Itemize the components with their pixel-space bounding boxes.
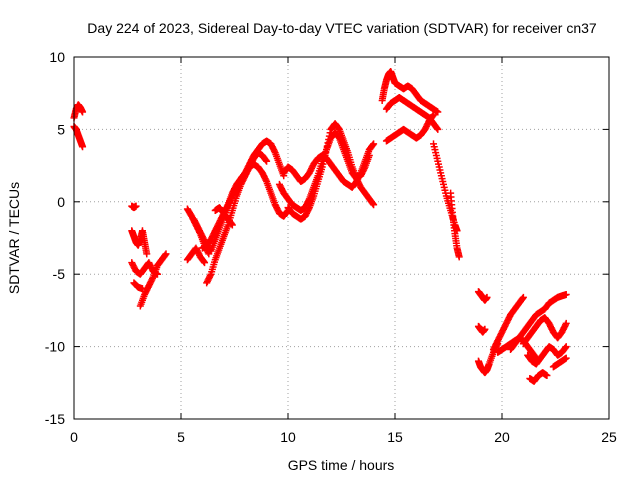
data-point-marker (519, 293, 527, 301)
series-trace-9 (183, 244, 209, 267)
series-trace-15 (280, 140, 378, 191)
data-point-marker (370, 201, 378, 209)
data-point-marker (79, 108, 87, 116)
y-tick-label: 10 (49, 49, 65, 65)
data-point-marker (562, 354, 570, 362)
data-point-marker (143, 250, 151, 258)
series-trace-31 (549, 354, 570, 371)
y-axis-label: SDTVAR / TECUs (6, 182, 22, 294)
data-points (70, 67, 570, 385)
chart-title: Day 224 of 2023, Sidereal Day-to-day VTE… (87, 20, 597, 36)
series-trace-18 (382, 94, 442, 133)
data-point-marker (562, 290, 570, 298)
x-axis-tick-labels: 0 5 10 15 20 25 (70, 429, 617, 445)
data-point-marker (79, 143, 87, 151)
x-tick-label: 10 (280, 429, 296, 445)
data-point-marker (228, 221, 236, 229)
data-point-marker (263, 157, 271, 165)
series-trace-3 (128, 202, 140, 212)
series-trace-22 (474, 288, 491, 304)
x-tick-label: 5 (177, 429, 185, 445)
data-point-marker (132, 202, 140, 210)
y-tick-label: -15 (45, 411, 65, 427)
data-point-marker (370, 140, 378, 148)
data-point-marker (201, 259, 209, 267)
x-tick-label: 25 (601, 429, 617, 445)
series-trace-4 (128, 227, 151, 258)
y-tick-label: 0 (57, 194, 65, 210)
series-trace-27 (507, 290, 570, 353)
y-axis-tick-labels: -15 -10 -5 0 5 10 (45, 49, 65, 427)
series-trace-13 (211, 204, 236, 229)
data-point-marker (434, 125, 442, 133)
series-trace-30 (526, 369, 551, 385)
series-trace-6 (130, 279, 146, 293)
x-axis-label: GPS time / hours (288, 457, 395, 473)
series-trace-16 (284, 120, 378, 223)
series-trace-29 (524, 343, 570, 368)
series-trace-17 (378, 67, 442, 116)
data-point-marker (481, 325, 489, 333)
series-trace-7 (136, 250, 170, 310)
series-trace-5 (128, 259, 161, 278)
series-trace-25 (489, 293, 527, 353)
x-tick-label: 15 (387, 429, 403, 445)
grid-lines (74, 57, 609, 419)
plot-frame (73, 56, 610, 420)
data-point-marker (162, 250, 170, 258)
series-trace-28 (519, 314, 570, 348)
data-point-marker (455, 253, 463, 261)
data-point-marker (430, 111, 438, 119)
y-tick-label: -5 (53, 266, 66, 282)
data-point-marker (562, 319, 570, 327)
series-trace-23 (474, 322, 489, 336)
series-trace-24 (474, 340, 502, 377)
series-trace-21 (447, 189, 463, 261)
data-point-marker (434, 108, 442, 116)
x-tick-label: 20 (494, 429, 510, 445)
y-tick-label: -10 (45, 339, 65, 355)
data-point-marker (543, 372, 551, 380)
data-point-marker (562, 343, 570, 351)
data-point-marker (483, 293, 491, 301)
x-tick-label: 0 (70, 429, 78, 445)
series-trace-19 (382, 111, 438, 145)
series-trace-12 (203, 149, 271, 287)
y-tick-label: 5 (57, 121, 65, 137)
